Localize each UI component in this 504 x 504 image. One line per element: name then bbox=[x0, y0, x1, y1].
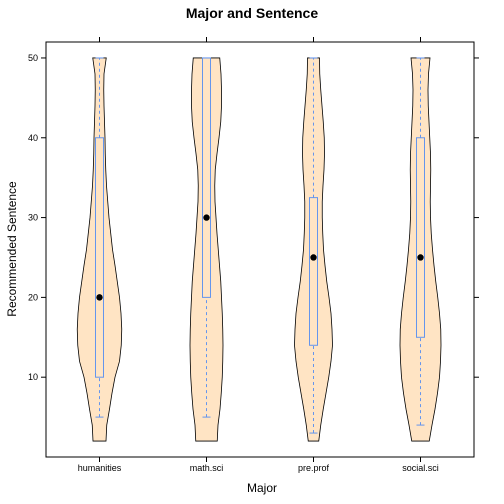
box-math.sci bbox=[202, 57, 211, 298]
y-axis: 10 20 30 40 50 bbox=[28, 53, 479, 382]
box-humanities bbox=[95, 137, 104, 378]
box-social.sci bbox=[416, 137, 425, 338]
x-axis: humanities math.sci pre.prof social.sci bbox=[78, 37, 439, 473]
x-tick-label-math.sci: math.sci bbox=[190, 463, 224, 473]
plot-frame bbox=[45, 41, 475, 458]
violin-pre.prof bbox=[294, 57, 333, 442]
median-dot-pre.prof bbox=[310, 254, 317, 261]
violin-social.sci bbox=[399, 57, 442, 442]
violin-layer bbox=[76, 57, 442, 442]
median-dot-math.sci bbox=[203, 214, 210, 221]
y-tick-label-50: 50 bbox=[28, 53, 38, 63]
y-axis-label: Recommended Sentence bbox=[5, 181, 19, 317]
y-tick-label-10: 10 bbox=[28, 372, 38, 382]
y-tick-label-30: 30 bbox=[28, 213, 38, 223]
violin-math.sci bbox=[189, 57, 224, 442]
box-layer bbox=[95, 57, 425, 434]
y-tick-label-40: 40 bbox=[28, 133, 38, 143]
chart-title: Major and Sentence bbox=[186, 5, 318, 21]
y-tick-label-20: 20 bbox=[28, 292, 38, 302]
violin-humanities bbox=[76, 57, 123, 442]
median-dot-social.sci bbox=[417, 254, 424, 261]
box-pre.prof bbox=[309, 197, 318, 346]
x-tick-label-social.sci: social.sci bbox=[402, 463, 439, 473]
x-tick-label-pre.prof: pre.prof bbox=[298, 463, 330, 473]
x-axis-label: Major bbox=[247, 481, 277, 495]
median-dot-humanities bbox=[96, 294, 103, 301]
x-tick-label-humanities: humanities bbox=[78, 463, 122, 473]
